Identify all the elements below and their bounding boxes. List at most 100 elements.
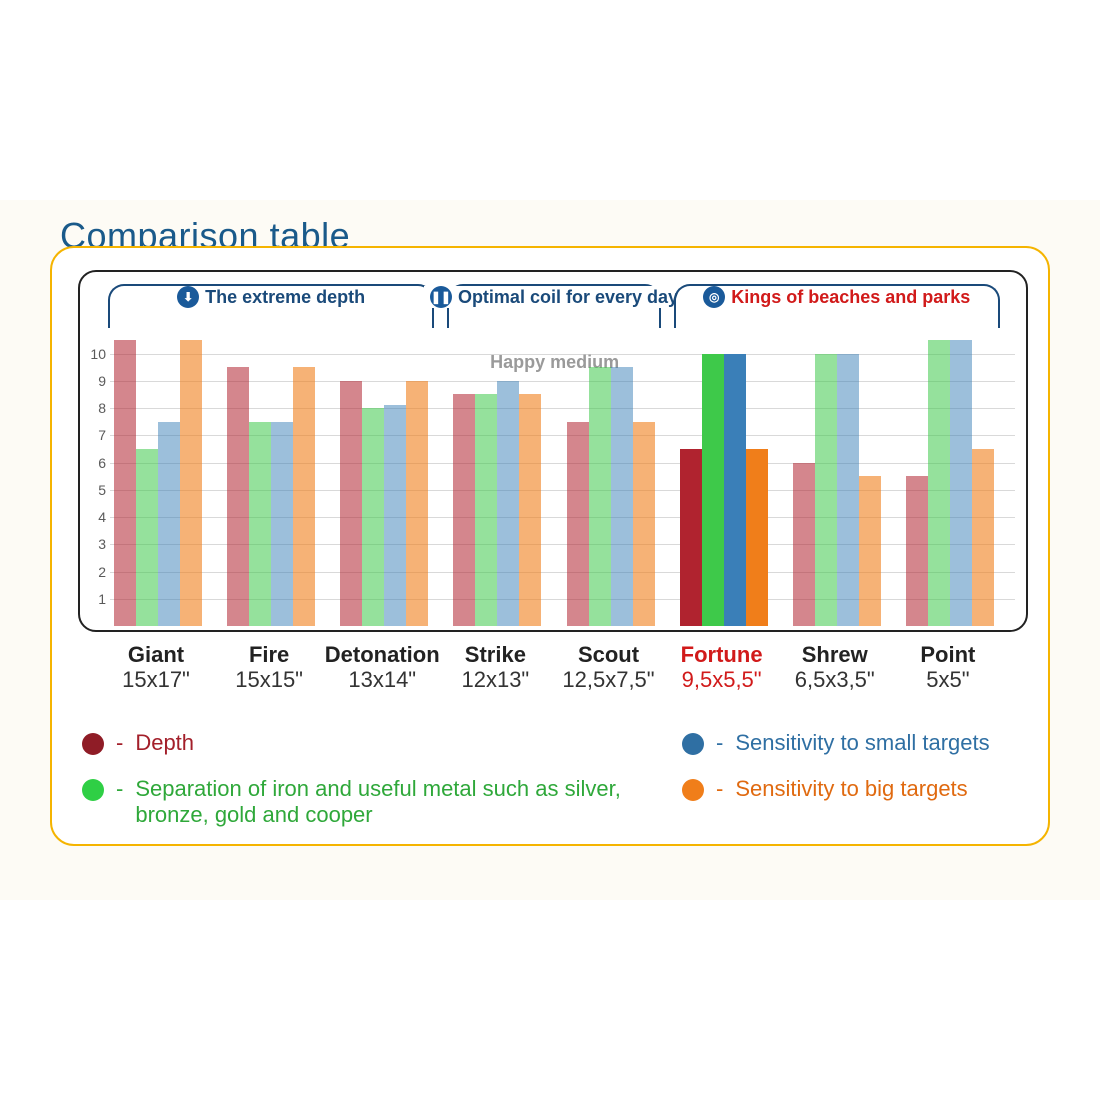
ytick-label: 7: [86, 427, 106, 443]
xlabel-name: Point: [920, 642, 975, 667]
category-shrew: [793, 340, 881, 626]
category-giant: [114, 340, 202, 626]
group-label-text: Optimal coil for every day: [458, 287, 678, 308]
bar-depth: [340, 381, 362, 626]
ytick-label: 9: [86, 373, 106, 389]
category-fire: [227, 340, 315, 626]
bar-depth: [114, 340, 136, 626]
category-point: [906, 340, 994, 626]
legend-dash: -: [716, 776, 723, 802]
category-fortune: [680, 340, 768, 626]
bar-big: [519, 394, 541, 626]
ytick-label: 2: [86, 564, 106, 580]
xlabel-size: 12,5x7,5": [549, 667, 669, 692]
xlabel-detonation: Detonation13x14": [322, 642, 442, 693]
xlabel-name: Fire: [249, 642, 289, 667]
xlabel-fortune: Fortune9,5x5,5": [662, 642, 782, 693]
category-scout: [567, 340, 655, 626]
xlabel-size: 5x5": [888, 667, 1008, 692]
bar-depth: [567, 422, 589, 626]
chart-container: 12345678910Happy medium ⬇ The extreme dep…: [78, 270, 1028, 632]
group-label: ◎Kings of beaches and parks: [697, 286, 976, 308]
ytick-label: 3: [86, 536, 106, 552]
bar-depth: [227, 367, 249, 626]
xlabel-name: Detonation: [325, 642, 440, 667]
xlabel-scout: Scout12,5x7,5": [549, 642, 669, 693]
xlabel-fire: Fire15x15": [209, 642, 329, 693]
xlabel-name: Giant: [128, 642, 184, 667]
group-label-text: The extreme depth: [205, 287, 365, 308]
bar-big: [859, 476, 881, 626]
bar-separation: [249, 422, 271, 626]
bar-big: [406, 381, 428, 626]
group-label: ⬇ The extreme depth: [171, 286, 371, 308]
bar-big: [746, 449, 768, 626]
xlabel-size: 9,5x5,5": [662, 667, 782, 692]
plot-area: 12345678910Happy medium: [110, 340, 1015, 626]
bar-separation: [928, 340, 950, 626]
ytick-label: 8: [86, 400, 106, 416]
category-strike: [453, 340, 541, 626]
bar-depth: [793, 463, 815, 626]
category-detonation: [340, 340, 428, 626]
bar-separation: [475, 394, 497, 626]
legend-swatch: [682, 779, 704, 801]
xlabel-size: 15x17": [96, 667, 216, 692]
xlabel-shrew: Shrew6,5x3,5": [775, 642, 895, 693]
legend-text: Sensitivity to small targets: [735, 730, 989, 756]
ytick-label: 10: [86, 346, 106, 362]
canvas: Comparison table 12345678910Happy medium…: [0, 0, 1100, 1100]
legend-text: Sensitivity to big targets: [735, 776, 967, 802]
xlabel-name: Scout: [578, 642, 639, 667]
bar-separation: [136, 449, 158, 626]
xlabel-name: Fortune: [681, 642, 763, 667]
ytick-label: 4: [86, 509, 106, 525]
bar-big: [972, 449, 994, 626]
ytick-label: 5: [86, 482, 106, 498]
xlabel-strike: Strike12x13": [435, 642, 555, 693]
legend-dash: -: [116, 776, 123, 802]
bar-small: [384, 405, 406, 626]
xlabel-size: 13x14": [322, 667, 442, 692]
bar-small: [611, 367, 633, 626]
legend-item-depth: - Depth: [82, 730, 642, 756]
down-arrow-icon: ⬇: [177, 286, 199, 308]
bar-separation: [815, 354, 837, 626]
legend-swatch: [682, 733, 704, 755]
bars-icon: ❚❚: [430, 286, 452, 308]
bar-small: [158, 422, 180, 626]
xlabel-point: Point5x5": [888, 642, 1008, 693]
legend-swatch: [82, 779, 104, 801]
bar-big: [293, 367, 315, 626]
legend-text: Depth: [135, 730, 194, 756]
bar-small: [497, 381, 519, 626]
bar-depth: [680, 449, 702, 626]
target-icon: ◎: [703, 286, 725, 308]
legend-item-big: - Sensitivity to big targets: [682, 776, 1062, 802]
xlabel-name: Strike: [465, 642, 526, 667]
bar-big: [633, 422, 655, 626]
bar-big: [180, 340, 202, 626]
xlabel-giant: Giant15x17": [96, 642, 216, 693]
legend-dash: -: [716, 730, 723, 756]
bar-separation: [362, 408, 384, 626]
bar-small: [271, 422, 293, 626]
xlabel-size: 6,5x3,5": [775, 667, 895, 692]
legend-text: Separation of iron and useful metal such…: [135, 776, 642, 829]
legend-item-small: - Sensitivity to small targets: [682, 730, 1062, 756]
bar-separation: [589, 367, 611, 626]
bar-separation: [702, 354, 724, 626]
bar-small: [724, 354, 746, 626]
xlabel-size: 15x15": [209, 667, 329, 692]
ytick-label: 1: [86, 591, 106, 607]
bar-depth: [453, 394, 475, 626]
ytick-label: 6: [86, 455, 106, 471]
legend-dash: -: [116, 730, 123, 756]
xlabel-name: Shrew: [802, 642, 868, 667]
xlabel-size: 12x13": [435, 667, 555, 692]
bar-small: [837, 354, 859, 626]
legend-item-separation: - Separation of iron and useful metal su…: [82, 776, 642, 829]
bar-depth: [906, 476, 928, 626]
group-label: ❚❚ Optimal coil for every day: [424, 286, 684, 308]
legend-swatch: [82, 733, 104, 755]
